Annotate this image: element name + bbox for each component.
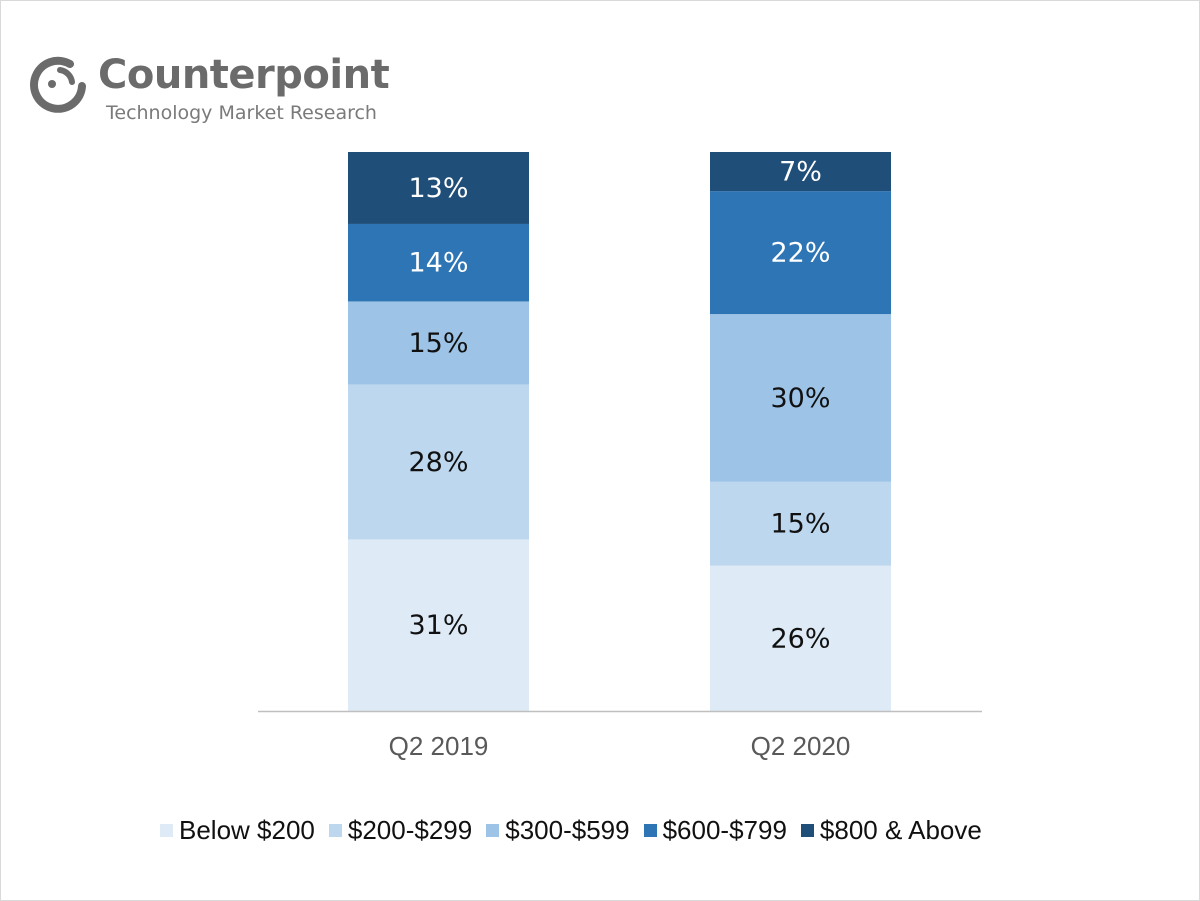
data-label: 14% xyxy=(408,248,468,279)
legend-swatch xyxy=(800,824,814,837)
bar-segment xyxy=(710,314,891,482)
data-label: 30% xyxy=(770,383,830,414)
bar-segment xyxy=(348,384,529,540)
data-label: 26% xyxy=(770,623,830,654)
legend-label: $300-$599 xyxy=(505,815,630,845)
data-label: 31% xyxy=(408,610,468,641)
data-label: 22% xyxy=(770,238,830,269)
legend-swatch xyxy=(643,824,657,837)
legend: Below $200 $200-$299 $300-$599 $600-$799 $80… xyxy=(160,815,982,846)
legend-item: Below $200 xyxy=(160,815,315,846)
x-tick-label: Q2 2019 xyxy=(389,731,489,761)
bar-segment xyxy=(710,191,891,315)
legend-label: Below $200 xyxy=(179,815,315,845)
legend-swatch xyxy=(486,824,500,837)
x-tick-label: Q2 2020 xyxy=(751,731,851,761)
logo-tagline: Technology Market Research xyxy=(106,102,377,124)
legend-label: $800 & Above xyxy=(819,815,982,845)
data-label: 13% xyxy=(408,173,468,204)
bar-segment xyxy=(710,152,891,192)
bar-segment xyxy=(348,152,529,224)
legend-label: $600-$799 xyxy=(662,815,787,845)
logo-name: Counterpoint xyxy=(98,52,390,98)
bar-segment xyxy=(710,565,891,711)
data-label: 7% xyxy=(779,157,822,188)
bar-segment xyxy=(348,301,529,385)
legend-swatch xyxy=(160,824,173,837)
legend-item: $200-$299 xyxy=(328,815,473,846)
legend-item: $300-$599 xyxy=(486,815,630,846)
legend-item: $800 & Above xyxy=(800,815,982,846)
bar-segment xyxy=(710,481,891,566)
bar-segment xyxy=(348,223,529,302)
logo-mark-icon xyxy=(30,56,86,113)
bar-segment xyxy=(348,539,529,711)
data-label: 28% xyxy=(408,447,468,478)
legend-label: $200-$299 xyxy=(347,815,473,845)
legend-item: $600-$799 xyxy=(643,815,787,846)
data-label: 15% xyxy=(770,509,830,540)
data-label: 15% xyxy=(408,328,468,359)
legend-swatch xyxy=(328,824,342,837)
